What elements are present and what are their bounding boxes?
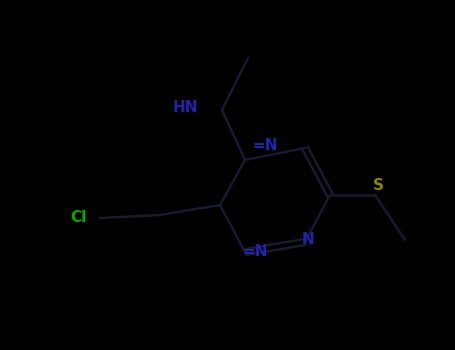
Text: =N: =N	[242, 245, 268, 259]
Text: =N: =N	[252, 138, 278, 153]
Text: S: S	[373, 177, 384, 192]
Text: Cl: Cl	[70, 210, 86, 225]
Text: N: N	[302, 232, 314, 247]
Text: HN: HN	[172, 100, 198, 116]
